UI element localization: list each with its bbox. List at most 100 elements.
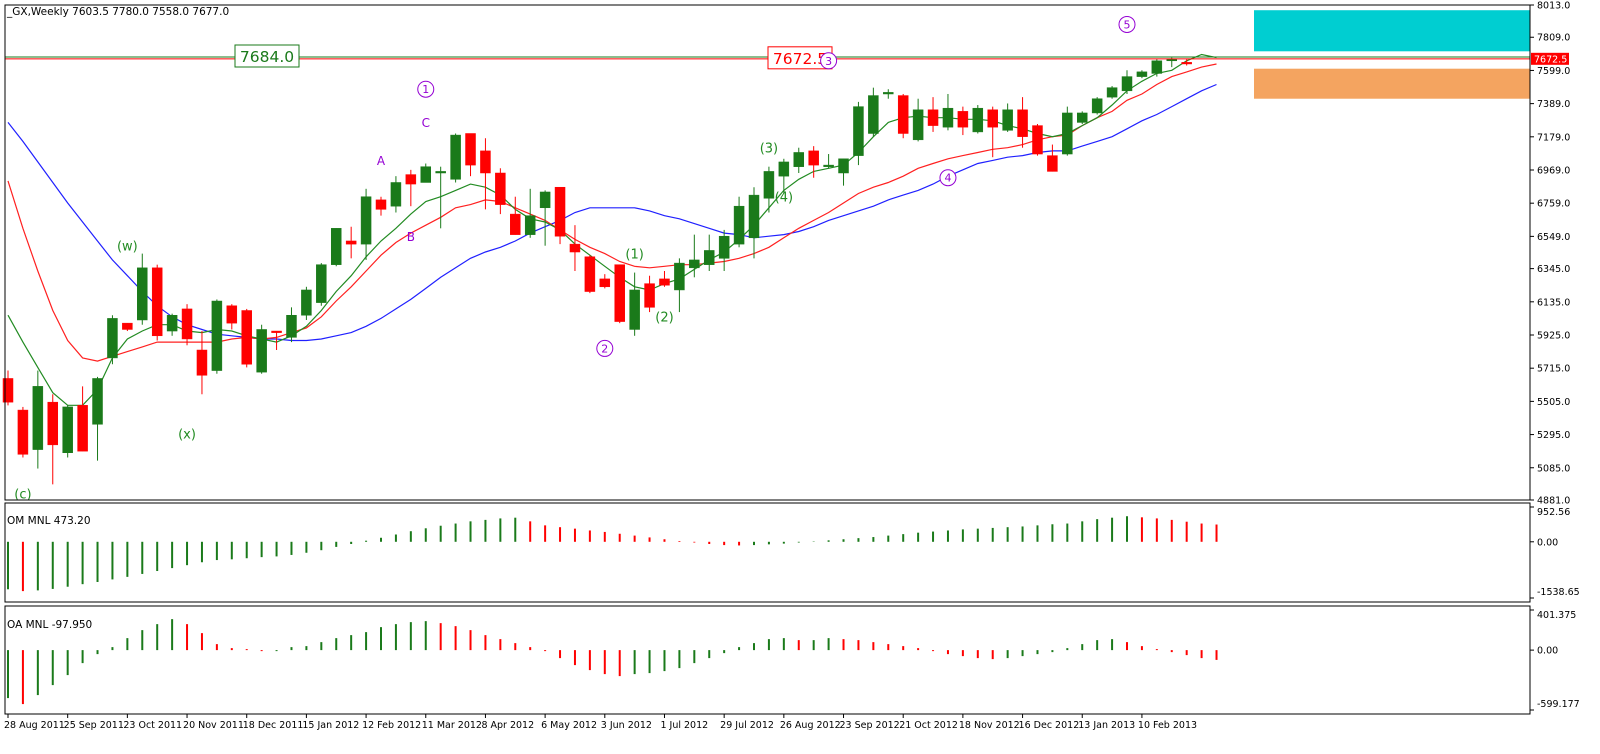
candle-bull — [137, 267, 148, 321]
price-tick-label: 5715.0 — [1537, 364, 1570, 375]
candle-bear — [47, 401, 59, 446]
candle-bear — [241, 310, 252, 365]
x-tick-label: 15 Jan 2012 — [302, 720, 359, 731]
level-green-label: 7684.0 — [240, 48, 294, 66]
wave-label-(c): (c) — [14, 488, 31, 503]
x-tick-label: 18 Nov 2012 — [959, 720, 1020, 731]
x-tick-label: 10 Feb 2013 — [1138, 720, 1197, 731]
price-tick-label: 7179.0 — [1537, 132, 1570, 143]
candle-bear — [196, 349, 208, 376]
candle-bear — [2, 378, 14, 403]
candle-bear — [808, 150, 819, 166]
candle-bull — [868, 95, 879, 134]
current-price-marker — [1531, 52, 1569, 65]
candle-bear — [659, 278, 670, 286]
candle-bear — [226, 305, 238, 324]
candle-bull — [1121, 76, 1133, 92]
wave-label-A: A — [377, 154, 386, 168]
candle-bear — [345, 240, 357, 245]
price-tick-label: 5085.0 — [1537, 463, 1570, 474]
candle-bull — [524, 215, 536, 235]
x-tick-label: 6 May 2012 — [541, 720, 597, 731]
price-tick-label: 6759.0 — [1537, 199, 1570, 210]
candle-bull — [539, 191, 551, 209]
wave-label-B: B — [407, 230, 415, 244]
wave-label-(w): (w) — [117, 239, 138, 254]
candle-bear — [569, 243, 581, 253]
candle-bull — [838, 158, 849, 174]
osc2-label: OA MNL -97.950 — [7, 619, 92, 631]
candle-bull — [793, 152, 805, 167]
osc2-tick-label: 401.375 — [1537, 610, 1576, 621]
candle-bull — [942, 107, 954, 128]
osc2-panel-frame — [4, 605, 1531, 715]
x-tick-label: 26 Aug 2012 — [780, 720, 841, 731]
x-tick-label: 28 Aug 2011 — [4, 720, 65, 731]
candle-bear — [122, 322, 133, 330]
ma-mid-line — [7, 63, 1217, 362]
candle-bear — [271, 330, 282, 333]
price-tick-label: 7599.0 — [1537, 66, 1570, 77]
wave-label-1: 1 — [422, 83, 429, 96]
candle-bull — [435, 171, 446, 174]
price-tick-label: 7809.0 — [1537, 33, 1570, 44]
x-tick-label: 11 Mar 2012 — [422, 720, 482, 731]
candle-bull — [1151, 60, 1163, 74]
candle-bull — [1166, 58, 1178, 62]
candle-bear — [987, 109, 998, 128]
wave-label-C: C — [422, 116, 430, 130]
osc1-tick-label: 952.56 — [1537, 507, 1570, 518]
x-tick-label: 23 Sep 2012 — [840, 720, 900, 731]
candle-bear — [510, 213, 521, 235]
wave-label-2: 2 — [601, 342, 608, 355]
candle-bear — [644, 283, 655, 308]
price-tick-label: 6345.0 — [1537, 264, 1570, 275]
candle-bull — [450, 134, 461, 180]
zone-orange — [1254, 68, 1530, 99]
candle-bear — [957, 111, 969, 128]
candle-bear — [614, 264, 625, 322]
candle-bear — [1181, 62, 1192, 65]
wave-label-(x): (x) — [178, 428, 196, 443]
candle-bull — [32, 386, 44, 450]
x-tick-label: 29 Jul 2012 — [720, 720, 774, 731]
x-tick-label: 21 Oct 2012 — [899, 720, 958, 731]
candle-bear — [465, 133, 476, 166]
candle-bull — [763, 171, 775, 199]
price-tick-label: 6549.0 — [1537, 232, 1570, 243]
wave-label-4: 4 — [944, 172, 951, 185]
candle-bear — [375, 199, 387, 210]
candle-bull — [674, 262, 685, 291]
wave-label-(2): (2) — [655, 311, 673, 326]
candle-bull — [912, 109, 924, 141]
x-tick-label: 3 Jun 2012 — [601, 720, 652, 731]
candle-bear — [405, 174, 417, 185]
price-tick-label: 6135.0 — [1537, 297, 1570, 308]
candle-bull — [316, 264, 327, 303]
wave-label-(4): (4) — [775, 190, 793, 205]
candle-bull — [1091, 98, 1103, 114]
candle-bull — [390, 182, 402, 207]
candle-bull — [778, 161, 790, 177]
price-tick-label: 8013.0 — [1537, 1, 1570, 12]
x-tick-label: 20 Nov 2011 — [183, 720, 244, 731]
price-tick-label: 4881.0 — [1537, 496, 1570, 507]
osc2-tick-label: -599.177 — [1537, 699, 1580, 710]
candle-bull — [718, 235, 730, 259]
candle-bull — [883, 92, 894, 95]
current-price-label: 7672.5 — [1534, 54, 1567, 65]
osc1-label: OM MNL 473.20 — [7, 515, 91, 527]
level-red-label: 7672.5 — [773, 50, 827, 68]
ma-fast-line — [7, 53, 1217, 406]
candle-bull — [286, 314, 297, 338]
candle-bull — [823, 164, 834, 167]
wave-label-5: 5 — [1124, 18, 1131, 31]
wave-circle — [417, 80, 435, 98]
candle-bear — [17, 409, 29, 455]
candle-bear — [599, 278, 611, 288]
candle-bull — [1076, 112, 1088, 123]
candle-bear — [181, 308, 193, 340]
candle-bull — [62, 406, 73, 453]
